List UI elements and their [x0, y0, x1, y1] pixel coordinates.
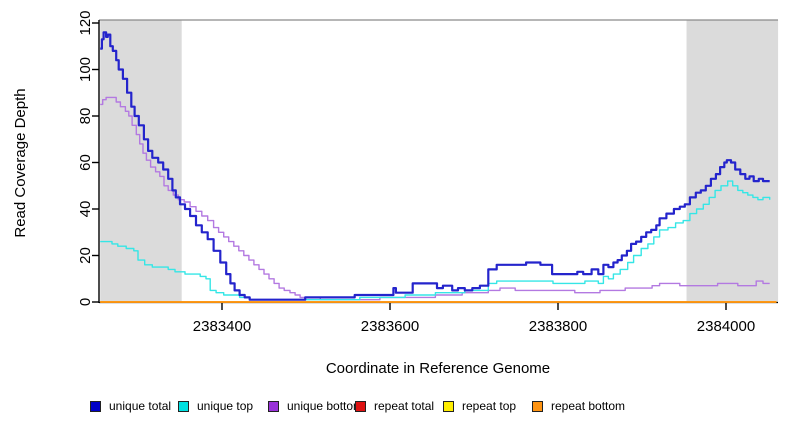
- legend-label: repeat top: [462, 399, 517, 413]
- y-tick-label: 40: [77, 201, 94, 218]
- legend-swatch-icon: [355, 400, 366, 412]
- legend-item-unique-bottom: unique bottom: [268, 397, 363, 415]
- legend-item-unique-top: unique top: [178, 397, 253, 415]
- legend-label: unique top: [197, 399, 254, 413]
- x-tick-label: 2383400: [193, 318, 251, 335]
- x-tick-label: 2383600: [361, 318, 419, 335]
- legend-item-repeat-bottom: repeat bottom: [532, 397, 625, 415]
- y-tick-label: 100: [77, 57, 94, 82]
- x-axis-title: Coordinate in Reference Genome: [325, 360, 551, 377]
- legend-label: repeat bottom: [551, 399, 626, 413]
- series-line-unique-total: [100, 31, 770, 301]
- legend-item-repeat-top: repeat top: [443, 397, 516, 415]
- y-tick-label: 60: [77, 154, 94, 171]
- series-line-unique-top: [100, 180, 771, 301]
- legend-swatch-icon: [268, 400, 279, 412]
- legend-label: repeat total: [374, 399, 435, 413]
- y-tick-label: 120: [77, 10, 94, 35]
- x-tick-label: 2384000: [697, 318, 755, 335]
- shaded-region: [686, 19, 779, 302]
- y-tick-label: 20: [77, 247, 94, 264]
- legend-swatch-icon: [90, 400, 101, 412]
- legend-item-repeat-total: repeat total: [355, 397, 434, 415]
- legend-label: unique total: [109, 399, 172, 413]
- x-tick-label: 2383800: [529, 318, 587, 335]
- legend-swatch-icon: [532, 400, 543, 412]
- legend-label: unique bottom: [287, 399, 364, 413]
- series-line-unique-bottom: [100, 96, 770, 301]
- shaded-region: [100, 19, 182, 302]
- legend-item-unique-total: unique total: [90, 397, 171, 415]
- legend-swatch-icon: [178, 400, 189, 412]
- y-tick-label: 0: [77, 298, 94, 306]
- legend-swatch-icon: [443, 400, 454, 412]
- legend: unique total unique top unique bottom repea…: [0, 397, 792, 419]
- y-axis-title: Read Coverage Depth: [12, 88, 29, 238]
- y-tick-label: 80: [77, 108, 94, 125]
